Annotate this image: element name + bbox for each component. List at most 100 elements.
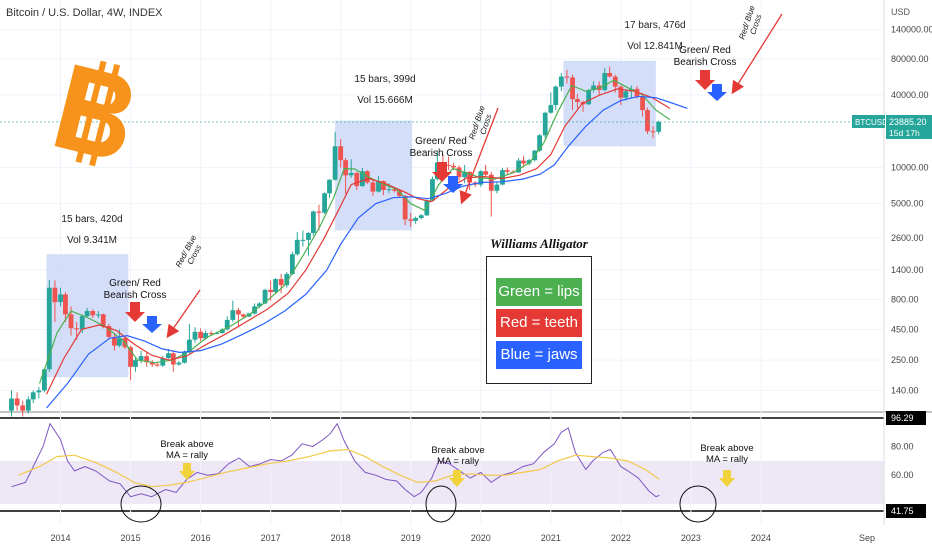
candle xyxy=(52,280,58,322)
candle-body xyxy=(36,390,42,393)
price-axis-currency: USD xyxy=(891,7,911,17)
candle xyxy=(332,131,338,181)
candle-body xyxy=(413,217,419,221)
candle-body xyxy=(278,279,284,286)
cycle3-blue-arrow xyxy=(707,84,727,101)
candle xyxy=(58,287,63,307)
price-tick-label: 5000.00 xyxy=(891,199,924,209)
candle-body xyxy=(192,331,198,340)
axis-layer: USD 140000.00 80000.00 40000.00 10000.00 5000… xyxy=(0,7,932,543)
candle-body xyxy=(494,184,500,191)
candle-body xyxy=(300,239,306,241)
rsi-marker-badge xyxy=(886,504,926,518)
candle xyxy=(294,232,300,256)
candle xyxy=(504,167,510,175)
rsi-ma-line xyxy=(18,448,660,488)
candle-body xyxy=(154,364,160,366)
rsi-note-2-line1: Break above xyxy=(431,445,484,456)
price-tick-label: 250.00 xyxy=(891,355,919,365)
candle-body xyxy=(289,254,295,275)
candle xyxy=(316,204,322,231)
candle-body xyxy=(9,398,14,411)
candle xyxy=(424,199,430,216)
bitcoin-logo xyxy=(54,60,131,167)
candle-body xyxy=(95,314,101,316)
candle xyxy=(84,307,90,319)
candle-body xyxy=(165,353,171,359)
candle xyxy=(144,352,150,367)
alligator-title: Williams Alligator xyxy=(490,236,588,251)
candle-body xyxy=(106,326,112,337)
price-tick-label: 2600.00 xyxy=(891,233,924,243)
candle xyxy=(79,314,85,334)
candle-body xyxy=(526,160,532,164)
candle xyxy=(628,85,634,98)
candle-body xyxy=(332,146,338,180)
candle xyxy=(106,323,112,339)
candle-body xyxy=(84,311,90,317)
candle xyxy=(230,300,236,322)
candle-body xyxy=(483,171,489,175)
time-tick-label: 2023 xyxy=(681,533,701,543)
price-tick-label: 140000.00 xyxy=(891,25,932,35)
candle-body xyxy=(224,319,230,330)
candle xyxy=(516,157,521,173)
candle-body xyxy=(46,287,52,370)
candle-body xyxy=(456,167,462,178)
cycle3-red-arrow xyxy=(695,70,715,90)
candle-body xyxy=(564,76,570,78)
cycle3-cross-line2: Bearish Cross xyxy=(674,57,737,68)
cycle-range-2 xyxy=(335,120,413,231)
candle xyxy=(14,392,20,411)
candle xyxy=(553,85,559,111)
rsi-low-circle-2 xyxy=(425,485,457,523)
candle xyxy=(602,68,608,92)
cycle3-bars-label: 17 bars, 476d xyxy=(624,20,685,31)
candle-body xyxy=(262,289,268,304)
candle xyxy=(30,390,36,404)
candle xyxy=(591,81,596,93)
chart-title: Bitcoin / U.S. Dollar, 4W, INDEX xyxy=(6,7,163,19)
candle-body xyxy=(542,112,548,136)
candle-body xyxy=(316,211,322,213)
candle xyxy=(187,323,192,355)
candle xyxy=(95,311,101,319)
cycle2-bars-label: 15 bars, 399d xyxy=(354,74,415,85)
cycle1-cross-line2: Bearish Cross xyxy=(104,290,167,301)
price-pane xyxy=(0,0,884,412)
candle-body xyxy=(397,190,402,196)
rsi-marker-lower_marker: 41.75 xyxy=(891,506,914,516)
candle xyxy=(9,390,14,417)
candle xyxy=(586,88,592,106)
cycle1-cross-label: Green/ Red Bearish Cross xyxy=(104,278,167,301)
price-tick-label: 1400.00 xyxy=(891,265,924,275)
candle xyxy=(46,279,52,372)
candle-body xyxy=(52,287,58,303)
candle xyxy=(360,167,365,187)
rsi-note-2-line2: MA = rally xyxy=(437,456,479,467)
candle-body xyxy=(360,171,365,187)
candle-body xyxy=(133,360,138,367)
candle xyxy=(327,179,332,198)
time-tick-label: 2024 xyxy=(751,533,771,543)
candle xyxy=(25,396,31,414)
candle xyxy=(343,157,348,195)
candle-body xyxy=(348,172,354,176)
candle-body xyxy=(586,90,592,105)
candle xyxy=(236,307,241,327)
candle-body xyxy=(112,336,117,346)
candle xyxy=(20,400,26,417)
candle-body xyxy=(268,289,274,293)
cycle1-vol-label: Vol 9.341M xyxy=(67,235,117,246)
candle xyxy=(284,272,290,288)
legend-teeth: Red = teeth xyxy=(496,309,582,337)
rsi-marker-upper_marker: 96.29 xyxy=(891,413,914,423)
time-tick-label: 2022 xyxy=(611,533,631,543)
candle xyxy=(542,111,548,139)
candle-body xyxy=(240,314,246,317)
candle xyxy=(219,328,225,334)
candle-body xyxy=(74,328,80,330)
candle xyxy=(240,313,246,319)
candle-body xyxy=(618,86,624,98)
